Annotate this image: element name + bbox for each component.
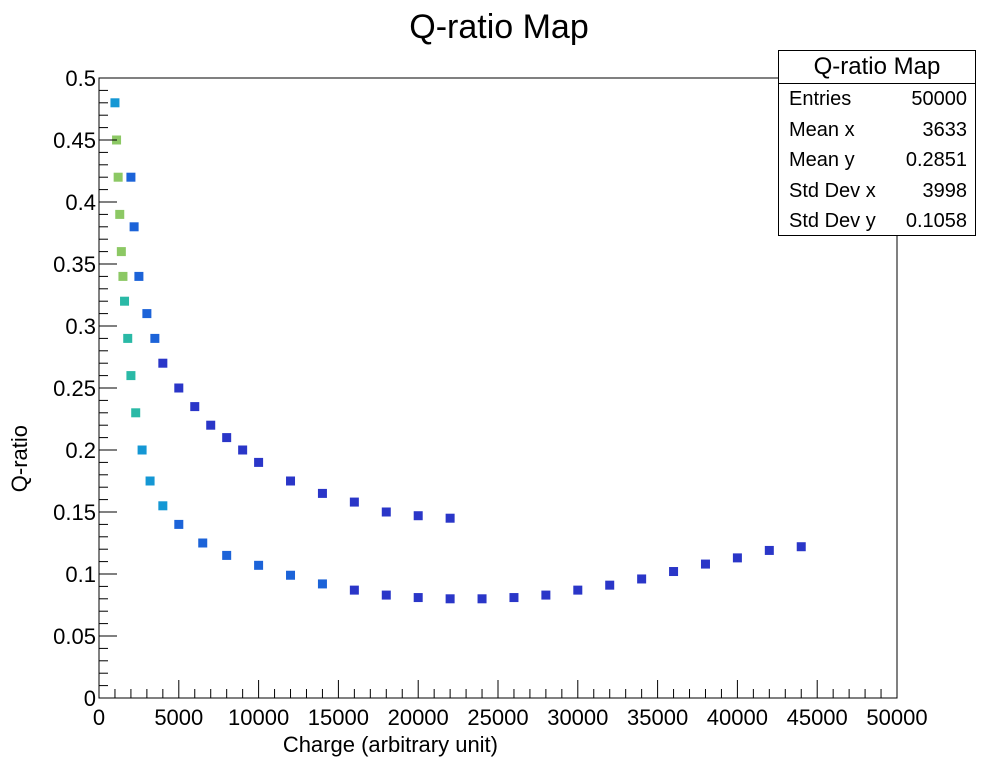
heatmap-cell xyxy=(113,172,123,182)
heatmap-cell xyxy=(445,513,455,523)
heatmap-cell xyxy=(115,209,125,219)
heatmap-cell xyxy=(254,560,264,570)
heatmap-cell xyxy=(137,445,147,455)
heatmap-cell xyxy=(116,247,126,257)
heatmap-cell xyxy=(381,507,391,517)
heatmap-cell xyxy=(158,501,168,511)
stats-row-mean-y: Mean y 0.2851 xyxy=(779,145,975,176)
heatmap-cell xyxy=(317,579,327,589)
heatmap-cell xyxy=(509,593,519,603)
heatmap-cell xyxy=(573,585,583,595)
stats-label: Mean y xyxy=(789,149,855,171)
heatmap-cell xyxy=(541,590,551,600)
heatmap-cell xyxy=(120,296,130,306)
y-tick-label: 0.25 xyxy=(53,376,96,401)
heatmap-cell xyxy=(145,476,155,486)
heatmap-cell xyxy=(126,172,136,182)
heatmap-cell xyxy=(349,585,359,595)
heatmap-cell xyxy=(150,333,160,343)
heatmap-cell xyxy=(605,580,615,590)
y-tick-label: 0.15 xyxy=(53,500,96,525)
heatmap-cell xyxy=(317,488,327,498)
heatmap-cell xyxy=(158,358,168,368)
y-tick-label: 0.4 xyxy=(65,190,96,215)
stats-value: 0.2851 xyxy=(905,149,967,171)
y-tick-label: 0.45 xyxy=(53,128,96,153)
y-axis-label: Q-ratio xyxy=(7,425,32,492)
x-tick-label: 25000 xyxy=(467,705,528,730)
y-tick-label: 0.5 xyxy=(65,66,96,91)
heatmap-cell xyxy=(413,511,423,521)
x-tick-label: 15000 xyxy=(308,705,369,730)
stats-row-stddev-y: Std Dev y 0.1058 xyxy=(779,206,975,237)
heatmap-cell xyxy=(190,402,200,412)
stats-label: Mean x xyxy=(789,118,855,141)
heatmap-cell xyxy=(129,222,139,232)
heatmap-cell xyxy=(732,553,742,563)
heatmap-cell xyxy=(174,519,184,529)
y-tick-label: 0.3 xyxy=(65,314,96,339)
x-axis-label: Charge (arbitrary unit) xyxy=(283,732,498,757)
stats-row-entries: Entries 50000 xyxy=(779,84,975,115)
heatmap-cell xyxy=(142,309,152,319)
stats-row-stddev-x: Std Dev x 3998 xyxy=(779,176,975,207)
heatmap-cell xyxy=(126,371,136,381)
heatmap-cells xyxy=(110,98,806,604)
y-tick-label: 0.1 xyxy=(65,562,96,587)
heatmap-cell xyxy=(174,383,184,393)
heatmap-cell xyxy=(222,550,232,560)
heatmap-cell xyxy=(123,333,133,343)
x-tick-label: 45000 xyxy=(787,705,848,730)
stats-value: 3998 xyxy=(922,179,968,202)
x-axis: 0 5000 10000 15000 20000 25000 30000 35000 40000… xyxy=(93,680,928,730)
y-tick-label: 0.05 xyxy=(53,624,96,649)
y-tick-label: 0.35 xyxy=(53,252,96,277)
x-tick-label: 50000 xyxy=(866,705,927,730)
heatmap-cell xyxy=(445,594,455,604)
x-tick-label: 20000 xyxy=(388,705,449,730)
y-axis: 0 0.05 0.1 0.15 0.2 0.25 0.3 0.35 0.4 0.45 0.5 xyxy=(53,66,117,711)
heatmap-cell xyxy=(796,542,806,552)
x-tick-label: 5000 xyxy=(154,705,203,730)
stats-value: 3633 xyxy=(922,118,968,141)
chart-title: Q-ratio Map xyxy=(409,8,589,46)
stats-value: 50000 xyxy=(911,88,967,110)
heatmap-cell xyxy=(349,497,359,507)
stats-label: Std Dev y xyxy=(789,210,876,232)
heatmap-cell xyxy=(222,433,232,443)
stats-title: Q-ratio Map xyxy=(779,51,975,84)
heatmap-cell xyxy=(134,271,144,281)
y-tick-label: 0 xyxy=(84,686,96,711)
stats-value: 0.1058 xyxy=(905,210,967,232)
heatmap-cell xyxy=(669,567,679,577)
heatmap-cell xyxy=(477,594,487,604)
heatmap-cell xyxy=(254,457,264,467)
heatmap-cell xyxy=(286,570,296,580)
heatmap-cell xyxy=(413,593,423,603)
x-tick-label: 40000 xyxy=(707,705,768,730)
x-tick-label: 30000 xyxy=(547,705,608,730)
heatmap-cell xyxy=(637,574,647,584)
heatmap-cell xyxy=(764,545,774,555)
stats-box: Q-ratio Map Entries 50000 Mean x 3633 Me… xyxy=(778,50,976,236)
heatmap-cell xyxy=(700,559,710,569)
heatmap-cell xyxy=(286,476,296,486)
heatmap-cell xyxy=(198,538,208,548)
heatmap-cell xyxy=(238,445,248,455)
heatmap-cell xyxy=(110,98,120,108)
y-tick-label: 0.2 xyxy=(65,438,96,463)
stats-label: Std Dev x xyxy=(789,179,876,202)
stats-label: Entries xyxy=(789,88,852,110)
heatmap-cell xyxy=(381,590,391,600)
heatmap-cell xyxy=(206,420,216,430)
heatmap-cell xyxy=(118,271,128,281)
stats-row-mean-x: Mean x 3633 xyxy=(779,115,975,146)
heatmap-cell xyxy=(131,408,141,418)
x-tick-label: 35000 xyxy=(627,705,688,730)
x-tick-label: 10000 xyxy=(228,705,289,730)
x-tick-label: 0 xyxy=(93,705,105,730)
